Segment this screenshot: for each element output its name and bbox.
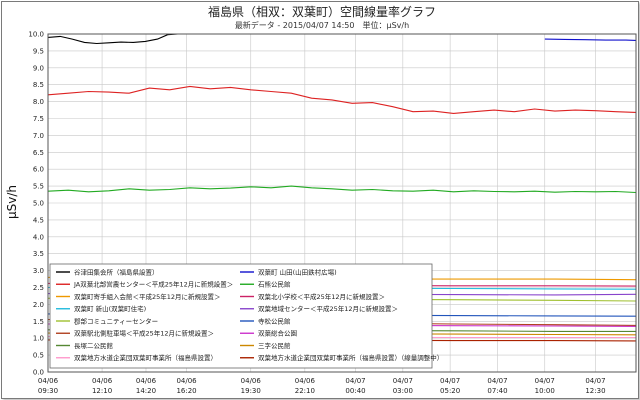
y-tick-label: 1.0 [33, 335, 44, 343]
x-tick-time: 10:00 [535, 387, 555, 395]
x-tick-date: 04/07 [440, 377, 460, 385]
legend-label: 双葉北小学校＜平成25年12月に新規設置＞ [258, 292, 385, 301]
series-line-1 [47, 33, 184, 45]
y-tick-label: 5.5 [33, 183, 44, 191]
legend-label: 双葉地方水道企業団双葉町事業所（福島県設置）（線量調整中） [258, 353, 443, 362]
legend-label: 双葉駅北側駐車場＜平成25年12月に新規設置＞ [74, 329, 214, 338]
x-tick-time: 16:20 [176, 387, 196, 395]
y-tick-label: 8.5 [33, 81, 44, 89]
legend-label: 谷津田集会所（福島県設置） [74, 267, 159, 276]
x-tick-time: 07:40 [487, 387, 507, 395]
x-tick-time: 05:20 [440, 387, 460, 395]
x-tick-time: 12:30 [585, 387, 605, 395]
y-axis-label: μSv/h [5, 185, 19, 219]
y-tick-label: 4.5 [33, 216, 44, 224]
x-tick-time: 19:30 [241, 387, 261, 395]
legend-label: 双葉町 山田(山田鉄村広場) [258, 267, 337, 276]
y-tick-label: 5.0 [33, 200, 44, 208]
chart-title: 福島県（相双：双葉町）空間線量率グラフ [208, 4, 436, 19]
y-tick-label: 3.5 [33, 250, 44, 258]
x-axis-ticks: 04/06 09:30 04/06 12:10 04/06 14:20 04/06 16:20… [38, 377, 606, 395]
legend-label: 寺松公民館 [258, 316, 291, 325]
legend-label: 双葉地域センター＜平成25年12月に新規設置＞ [258, 304, 398, 313]
x-tick-time: 09:30 [38, 387, 58, 395]
legend-box [49, 263, 433, 369]
chart-subtitle: 最新データ - 2015/04/07 14:50 単位：μSv/h [235, 20, 409, 30]
y-tick-label: 6.5 [33, 149, 44, 157]
x-tick-date: 04/06 [38, 377, 59, 385]
legend-label: 郡部コミュニティーセンター [74, 316, 158, 325]
x-tick-date: 04/07 [393, 377, 413, 385]
series-line-4 [47, 185, 637, 194]
x-tick-date: 04/06 [92, 377, 113, 385]
x-tick-date: 04/07 [487, 377, 507, 385]
y-tick-label: 2.5 [33, 284, 44, 292]
legend-label: 双葉町 新山(双葉町住宅) [74, 304, 146, 313]
y-tick-label: 2.0 [33, 301, 44, 309]
legend-label: 双葉町寄手組入会館＜平成25年12月に新規設置＞ [74, 292, 221, 301]
series-line-3 [47, 85, 637, 114]
x-tick-time: 14:20 [136, 387, 156, 395]
legend-label: 双葉総合公園 [258, 329, 297, 338]
y-tick-label: 1.5 [33, 318, 44, 326]
plot-border [47, 33, 637, 373]
legend-label: JA双葉北部営農センター＜平成25年12月に新規設置＞ [73, 280, 233, 289]
legend-label: 双葉地方水道企業団双葉町事業所（福島県設置） [74, 353, 217, 362]
y-tick-label: 10.0 [28, 31, 44, 39]
y-tick-label: 6.0 [33, 166, 44, 174]
legend-label: 長塚二公民館 [74, 341, 114, 350]
x-tick-date: 04/07 [585, 377, 605, 385]
x-tick-date: 04/07 [345, 377, 365, 385]
x-tick-date: 04/06 [295, 377, 316, 385]
legend-label: 三字公民館 [258, 341, 291, 350]
legend: 谷津田集会所（福島県設置） 双葉町 山田(山田鉄村広場) JA双葉北部営農センター＜… [49, 263, 443, 369]
y-tick-label: 7.0 [33, 132, 44, 140]
y-tick-label: 9.5 [33, 47, 44, 55]
x-tick-time: 03:00 [393, 387, 413, 395]
y-tick-label: 8.0 [33, 98, 44, 106]
x-tick-time: 22:10 [295, 387, 315, 395]
x-tick-date: 04/06 [176, 377, 197, 385]
y-tick-label: 4.0 [33, 233, 44, 241]
x-tick-date: 04/06 [136, 377, 157, 385]
x-tick-date: 04/06 [241, 377, 262, 385]
x-tick-time: 12:10 [92, 387, 112, 395]
y-tick-label: 0.0 [33, 369, 44, 377]
y-tick-label: 3.0 [33, 267, 44, 275]
y-tick-label: 9.0 [33, 64, 44, 72]
series-line-2 [544, 38, 637, 41]
y-tick-label: 7.5 [33, 115, 44, 123]
x-tick-time: 00:40 [345, 387, 365, 395]
y-axis-ticks: 0.0 0.5 1.0 1.5 2.0 2.5 3.0 3.5 4.0 4.5 5.0 5.5 6.0 6… [28, 31, 44, 377]
x-tick-date: 04/07 [535, 377, 555, 385]
legend-label: 石熊公民館 [258, 280, 291, 289]
y-tick-label: 0.5 [33, 352, 44, 360]
